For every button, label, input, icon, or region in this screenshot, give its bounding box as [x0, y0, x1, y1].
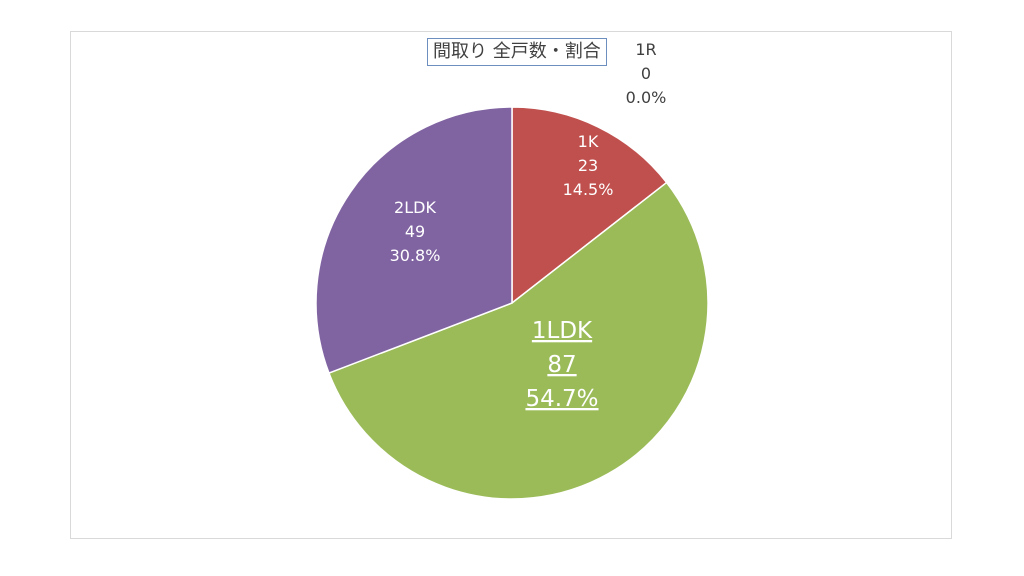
data-label-1k: 1K 23 14.5%: [563, 132, 614, 199]
pie-slice-2ldk: [315, 106, 513, 375]
data-label-1r: 1R 0 0.0%: [626, 40, 667, 107]
pie-slice-1ldk: [327, 181, 709, 500]
pie-slice-1k: [511, 106, 668, 305]
data-label-1ldk: 1LDK 87 54.7%: [525, 318, 598, 412]
data-label-2ldk: 2LDK 49 30.8%: [390, 198, 441, 265]
chart-title: 間取り 全戸数・割合: [427, 38, 607, 66]
